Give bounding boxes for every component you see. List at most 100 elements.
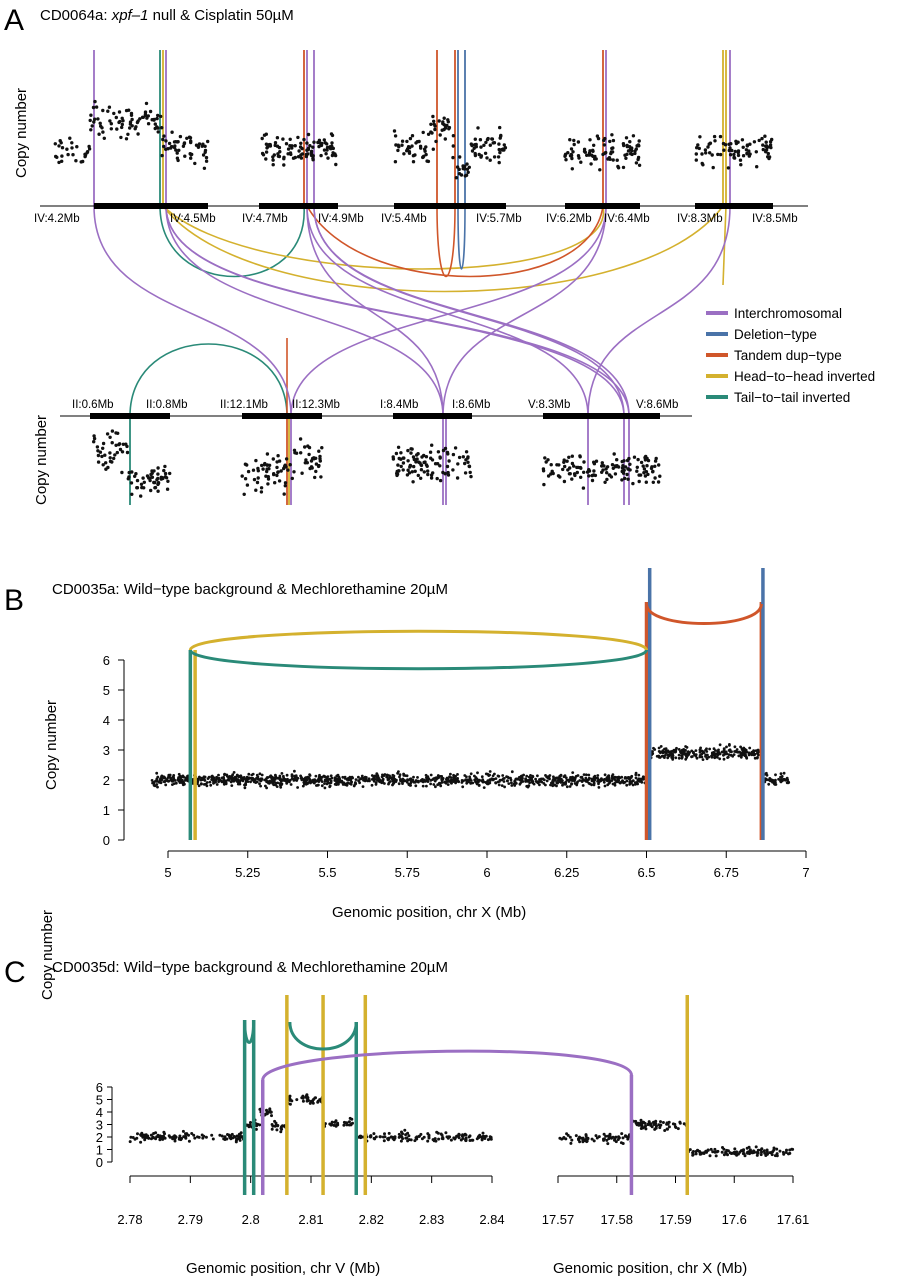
panel-b-point	[530, 780, 534, 784]
panel-c-point	[488, 1135, 492, 1139]
panel-a-top-1-point	[177, 148, 181, 152]
panel-a-bottom-4-point	[603, 480, 607, 484]
panel-b-point	[335, 778, 338, 782]
panel-a-bottom-4-point	[581, 486, 586, 490]
panel-a-top-4-point	[576, 140, 581, 144]
panel-b-point	[406, 778, 409, 781]
panel-c-point	[709, 1147, 713, 1151]
panel-a-bottom-1-point	[166, 479, 170, 483]
panel-c-point	[426, 1139, 430, 1143]
panel-c-point	[594, 1134, 598, 1138]
panel-a-top-3-point	[497, 142, 501, 146]
panel-a-top-4-point	[587, 151, 592, 155]
panel-a-bottom-3-point	[406, 459, 410, 463]
panel-c-point	[739, 1149, 743, 1153]
panel-b-point	[241, 779, 245, 783]
panel-a-bottom-4-point	[621, 471, 626, 475]
panel-c-point	[787, 1152, 790, 1156]
panel-a-bottom-3-point	[438, 455, 442, 459]
panel-b-point	[712, 751, 715, 754]
panel-b-point	[282, 774, 285, 778]
panel-a-bottom-2-point	[318, 457, 322, 461]
panel-b-point	[510, 784, 514, 787]
panel-a-top-5-point	[745, 152, 749, 156]
panel-a-top-1-point	[162, 144, 166, 149]
panel-a-bottom-4-point	[632, 455, 637, 459]
panel-c-point	[162, 1130, 166, 1134]
panel-a-bottom-1-point	[92, 434, 96, 438]
panel-a-bottom-2-point	[283, 484, 287, 488]
panel-a-top-2-point	[271, 158, 275, 162]
panel-b-point	[611, 782, 615, 786]
panel-a-top-1-point	[185, 136, 189, 140]
panel-a-bottom-1-point	[150, 475, 155, 479]
panel-c-point	[765, 1150, 769, 1154]
panel-b-point	[688, 751, 691, 754]
panel-b-point	[152, 781, 156, 784]
panel-b-point	[449, 772, 452, 776]
panel-a-bottom-2-point	[284, 457, 289, 461]
panel-b-point	[258, 772, 262, 776]
panel-a-top-2-point	[288, 151, 293, 155]
panel-c-point	[372, 1136, 376, 1140]
panel-b-point	[630, 780, 633, 784]
panel-c-point	[266, 1110, 270, 1114]
panel-c-point	[649, 1122, 653, 1126]
panel-a-top-label-1-start: IV:4.2Mb	[34, 213, 80, 225]
panel-a-bottom-1-point	[108, 451, 112, 455]
panel-c-point	[658, 1126, 662, 1130]
panel-b-point	[706, 753, 709, 757]
panel-b-point	[358, 781, 361, 785]
panel-c-point	[226, 1133, 229, 1136]
panel-c-point	[578, 1140, 582, 1144]
panel-b-point	[335, 780, 338, 784]
panel-a-bottom-2-point	[314, 462, 319, 466]
panel-a-bottom-4-point	[631, 481, 635, 486]
panel-b-point	[433, 779, 437, 783]
panel-a-bottom-4-point	[644, 454, 648, 459]
panel-a-arc-inter-10	[313, 205, 625, 417]
panel-a-bottom-1-point	[108, 456, 112, 460]
panel-a-top-5-point	[741, 145, 745, 149]
panel-c-letter: C	[4, 956, 26, 989]
panel-c-point	[484, 1134, 488, 1138]
panel-a-bottom-4-point	[644, 470, 649, 474]
panel-a-bottom-3-point	[428, 450, 433, 454]
panel-a-bottom-1-point	[105, 432, 110, 436]
panel-a-bottom-2-point	[283, 481, 288, 485]
panel-b-point	[565, 778, 569, 782]
panel-b-point	[563, 782, 567, 786]
panel-c-point	[574, 1134, 578, 1138]
panel-c-point	[475, 1137, 479, 1141]
panel-b-point	[725, 745, 728, 749]
panel-a-top-5-point	[701, 163, 705, 167]
panel-c-point	[616, 1138, 620, 1141]
panel-c-x-tick-label-left: 2.78	[117, 1212, 142, 1227]
panel-a-top-4-point	[630, 152, 634, 157]
panel-a-bottom-4-point	[635, 465, 639, 469]
panel-a-bottom-4-point	[644, 480, 648, 484]
panel-a-top-1-point	[136, 132, 140, 136]
panel-a-top-4-point	[572, 138, 576, 143]
panel-b-point	[333, 782, 337, 786]
panel-a-bottom-3-point	[430, 443, 434, 447]
panel-a-bottom-2-point	[255, 480, 260, 485]
panel-c-point	[735, 1150, 739, 1154]
panel-a-top-4-point	[569, 147, 574, 151]
panel-c-point	[446, 1136, 450, 1140]
panel-a-top-5-point	[697, 146, 701, 151]
panel-a-arc-del	[457, 205, 466, 270]
panel-c-point	[351, 1121, 354, 1125]
panel-a-top-2-point	[311, 145, 315, 149]
panel-b-point	[398, 773, 402, 777]
panel-b-point	[390, 777, 394, 781]
panel-b-point	[658, 756, 662, 759]
panel-a-bottom-1-point	[117, 442, 122, 446]
panel-a-top-1-point	[162, 134, 166, 138]
panel-c-point	[481, 1131, 485, 1135]
panel-a-top-3-point	[431, 114, 435, 119]
panel-c-point	[732, 1151, 736, 1155]
panel-c-point	[270, 1114, 273, 1118]
panel-b-point	[181, 781, 184, 785]
panel-b-point	[235, 778, 239, 782]
